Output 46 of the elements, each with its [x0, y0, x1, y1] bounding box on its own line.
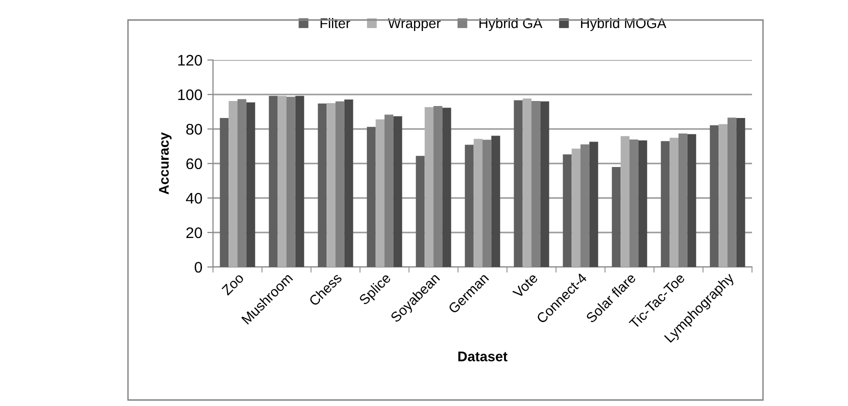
legend-label: Wrapper — [388, 18, 441, 31]
x-tick-label: Vote — [512, 272, 538, 299]
bar — [474, 138, 482, 267]
bar — [246, 102, 256, 267]
y-tick-label: 20 — [186, 227, 202, 238]
bar — [562, 154, 572, 267]
bar — [228, 101, 238, 267]
bar — [589, 142, 598, 267]
bar — [344, 100, 354, 267]
bar — [416, 156, 425, 267]
bar — [514, 100, 523, 267]
bar — [718, 124, 728, 267]
y-tick-label: 60 — [186, 158, 202, 170]
bar — [612, 166, 621, 267]
y-tick-label: 120 — [178, 54, 202, 66]
bar — [687, 134, 696, 267]
y-tick-label: 80 — [186, 124, 202, 135]
y-tick-label: 100 — [178, 89, 202, 100]
bar — [540, 101, 550, 267]
bar — [318, 103, 327, 267]
y-axis-title: Accuracy — [159, 132, 172, 194]
bar — [442, 108, 452, 267]
y-tick-label: 0 — [194, 262, 202, 273]
bar — [736, 118, 746, 267]
legend-label: Filter — [320, 18, 350, 28]
bar — [522, 98, 532, 267]
bar — [670, 138, 678, 267]
bar — [638, 140, 648, 267]
bar — [710, 125, 719, 267]
bar — [393, 116, 402, 267]
bar — [278, 96, 286, 267]
bar — [491, 136, 500, 267]
y-tick-label: 40 — [186, 192, 202, 204]
bar — [366, 126, 376, 267]
x-tick-label: Zoo — [221, 272, 244, 296]
bar — [295, 96, 304, 267]
bar — [660, 141, 670, 267]
bar — [572, 148, 580, 267]
bar — [620, 136, 630, 267]
bar — [376, 119, 384, 267]
bar — [220, 118, 229, 267]
bar — [464, 144, 474, 267]
x-axis-title: Dataset — [458, 352, 508, 362]
bar — [268, 96, 278, 267]
bar — [424, 107, 434, 267]
bar — [326, 103, 336, 267]
